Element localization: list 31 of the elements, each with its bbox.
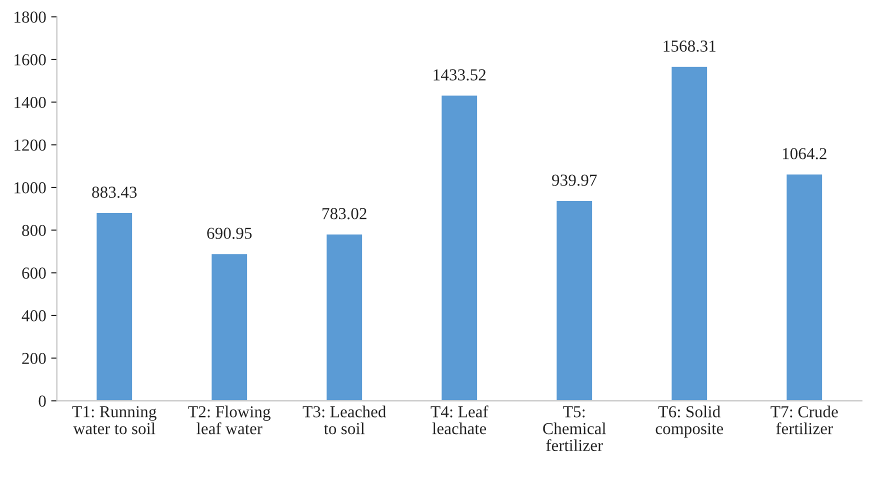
y-tick-label: 1200 (14, 140, 46, 151)
bar (555, 200, 594, 401)
data-label: 1568.31 (664, 40, 716, 52)
y-tick-label: 1000 (14, 182, 46, 194)
data-label: 783.02 (322, 208, 366, 220)
y-tick-label: 200 (22, 352, 46, 364)
x-tick-label: T4: Leaf leachate (430, 405, 488, 434)
bar (95, 212, 134, 401)
x-tick-label: T3: Leached to soil (302, 406, 386, 434)
x-tick-label: T6: Solid composite (656, 406, 724, 438)
bar (325, 233, 364, 401)
data-label: 883.43 (92, 186, 137, 198)
y-tick-label: 1400 (14, 96, 46, 108)
bar (440, 94, 478, 401)
bar (785, 173, 824, 401)
x-tick-label: T5: Chemical fertilizer (543, 406, 606, 452)
bar (210, 252, 248, 401)
x-tick-label: T2: Flowing leaf water (188, 406, 270, 434)
y-tick-label: 0 (38, 396, 46, 407)
y-tick-label: 800 (22, 224, 46, 236)
y-tick-label: 400 (22, 310, 46, 322)
x-tick-label: T7: Crude fertilizer (770, 406, 838, 434)
data-label: 1064.2 (782, 148, 826, 160)
x-tick-label: T1: Running water to soil (72, 406, 156, 434)
data-label: 939.97 (552, 174, 597, 186)
y-tick-label: 1800 (14, 12, 46, 23)
data-label: 1433.52 (434, 69, 486, 81)
data-label: 690.95 (207, 228, 252, 239)
y-tick-label: 1600 (14, 54, 46, 66)
y-tick-label: 600 (22, 268, 46, 279)
bar (670, 66, 708, 401)
